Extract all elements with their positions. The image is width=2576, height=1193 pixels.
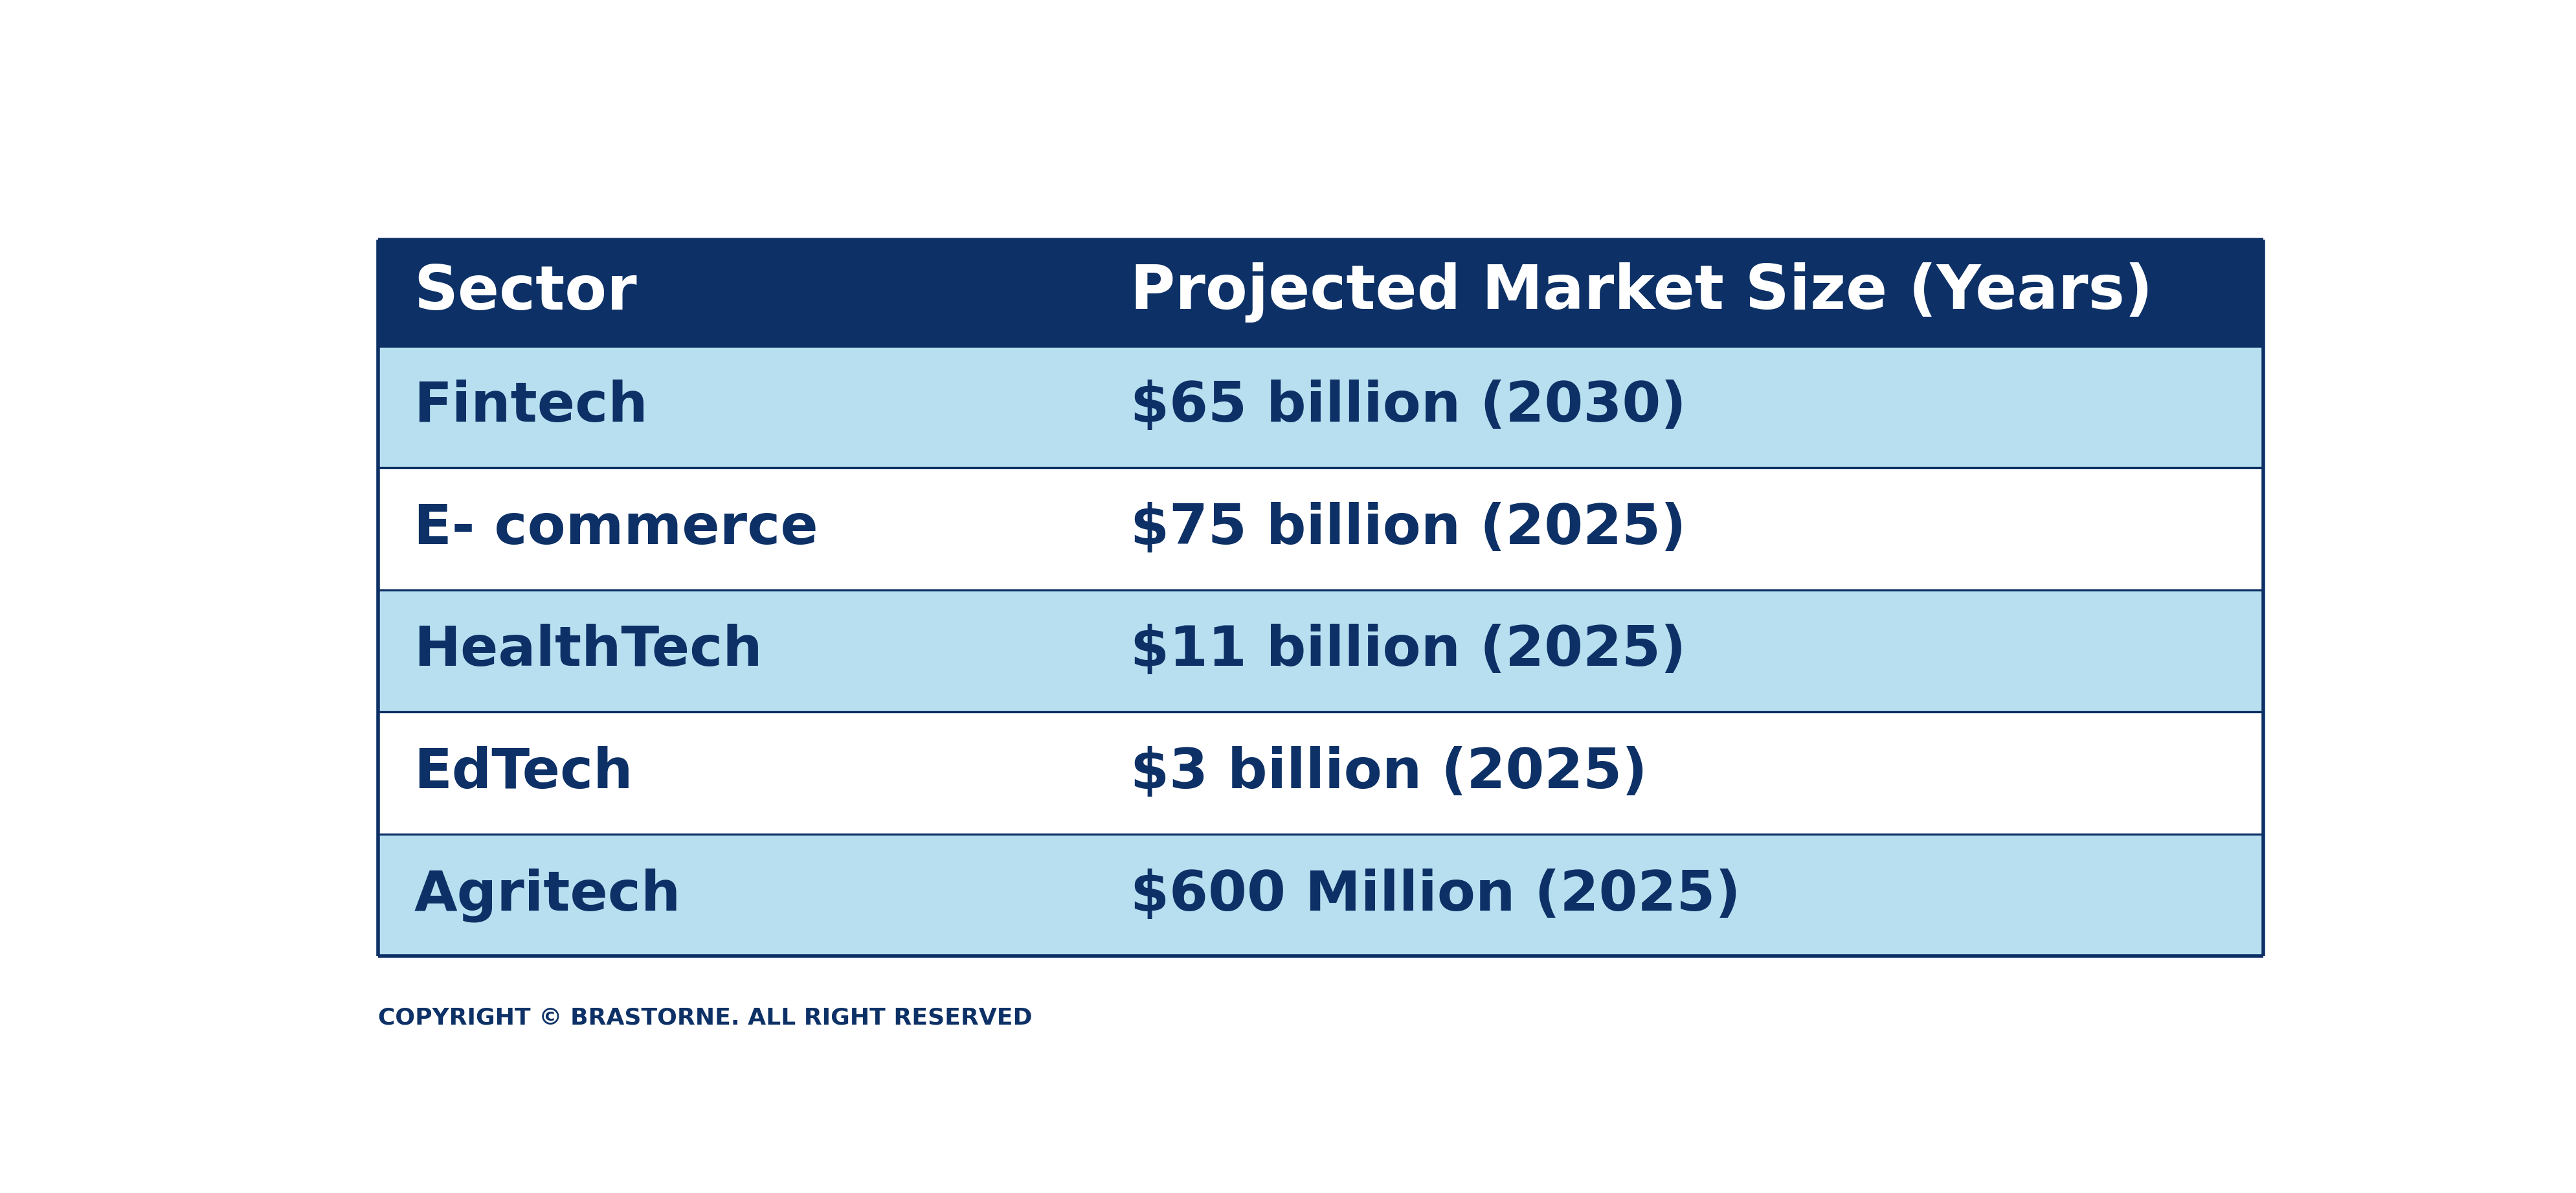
- Text: Projected Market Size (Years): Projected Market Size (Years): [1131, 262, 2151, 323]
- Text: $11 billion (2025): $11 billion (2025): [1131, 624, 1685, 678]
- Text: Sector: Sector: [415, 262, 636, 322]
- Text: $3 billion (2025): $3 billion (2025): [1131, 746, 1646, 799]
- Bar: [379, 712, 2262, 834]
- Text: E- commerce: E- commerce: [415, 502, 819, 556]
- Text: $600 Million (2025): $600 Million (2025): [1131, 869, 1739, 922]
- Bar: [379, 589, 2262, 712]
- Text: COPYRIGHT © BRASTORNE. ALL RIGHT RESERVED: COPYRIGHT © BRASTORNE. ALL RIGHT RESERVE…: [379, 1007, 1033, 1028]
- Text: Fintech: Fintech: [415, 379, 649, 433]
- Bar: [379, 468, 2262, 589]
- Text: $65 billion (2030): $65 billion (2030): [1131, 379, 1685, 433]
- Text: Agritech: Agritech: [415, 869, 680, 922]
- Text: $75 billion (2025): $75 billion (2025): [1131, 502, 1685, 556]
- Text: HealthTech: HealthTech: [415, 624, 762, 678]
- Bar: [379, 834, 2262, 956]
- Bar: [379, 240, 2262, 346]
- Bar: [379, 346, 2262, 468]
- Text: EdTech: EdTech: [415, 746, 634, 799]
